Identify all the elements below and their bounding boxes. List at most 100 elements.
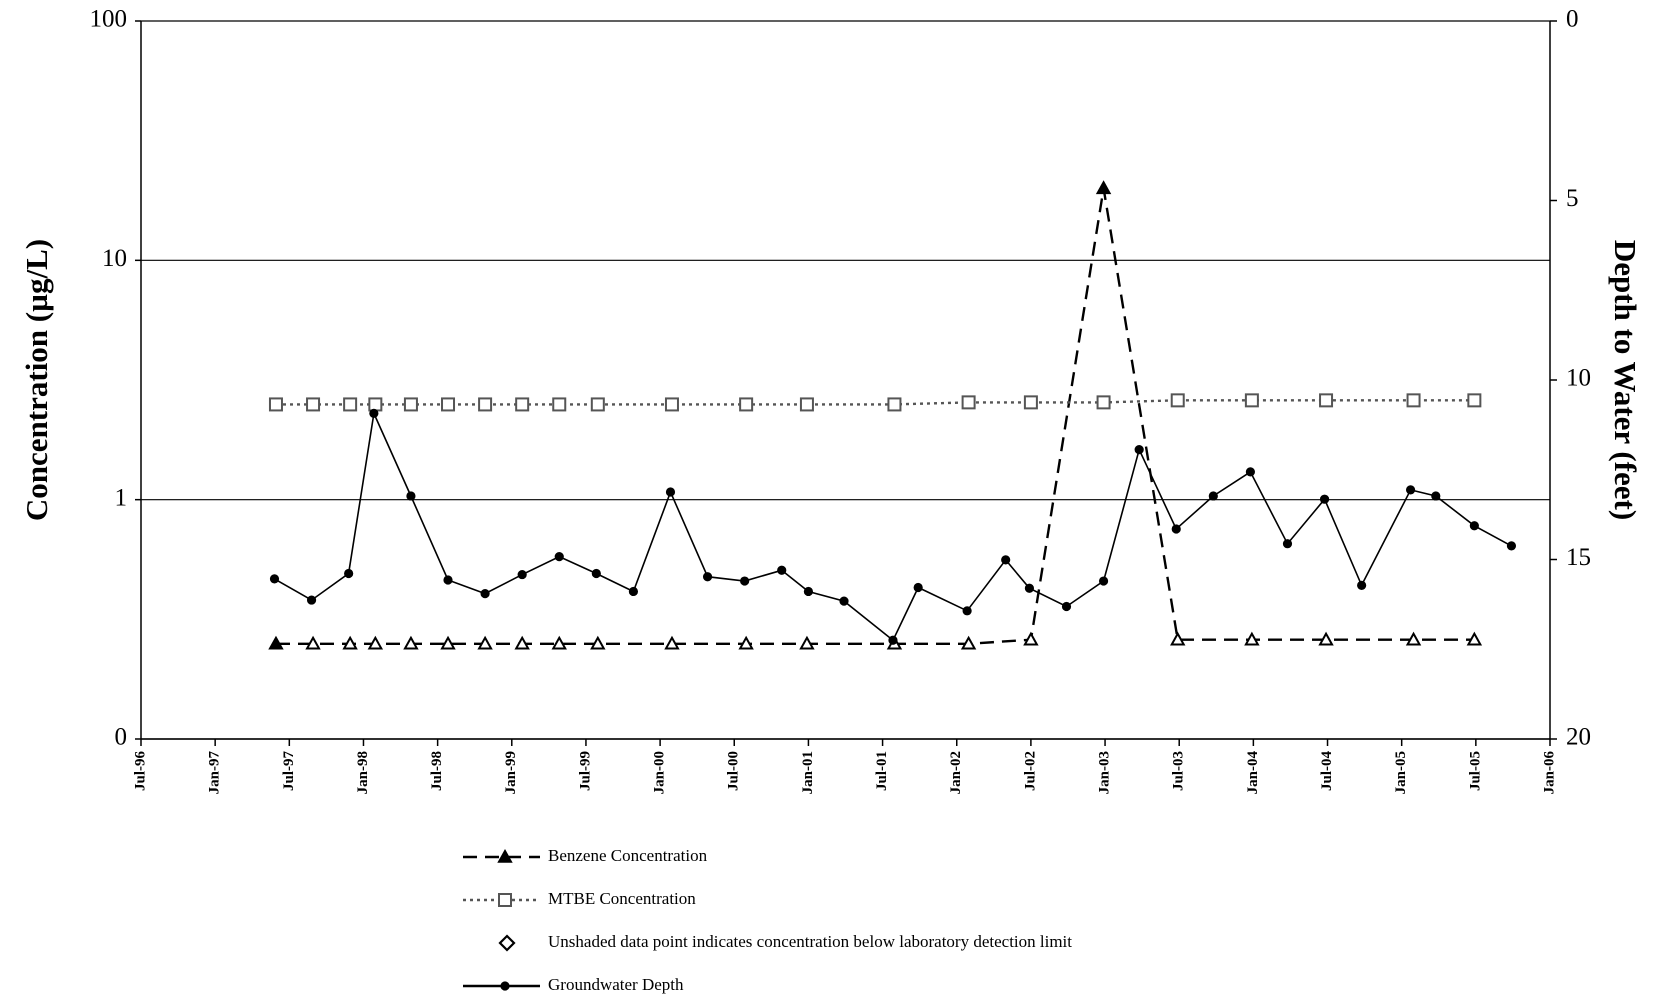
data-point [441, 397, 456, 412]
data-point [1406, 393, 1421, 408]
x-tick-label: Jul-02 [1022, 751, 1038, 791]
data-point [403, 397, 418, 412]
y2-tick-label: 10 [1566, 365, 1591, 392]
y-tick-label: 100 [90, 6, 128, 33]
data-point [551, 635, 567, 650]
y2-tick-label: 5 [1566, 185, 1579, 212]
data-point [478, 397, 493, 412]
x-tick-label: Jan-00 [652, 751, 668, 794]
y2-tick-label: 15 [1566, 544, 1591, 571]
data-point [913, 582, 923, 593]
x-tick-label: Jan-04 [1245, 751, 1261, 795]
data-point [517, 569, 527, 580]
data-point [1095, 180, 1112, 195]
legend-label: MTBE Concentration [548, 889, 696, 908]
data-point [1244, 393, 1259, 408]
data-point [1431, 491, 1441, 501]
data-point [702, 572, 713, 582]
data-point [665, 487, 676, 497]
series-line [276, 188, 1475, 645]
data-point [514, 635, 530, 650]
data-point [343, 397, 358, 412]
data-point [888, 635, 898, 645]
x-tick-label: Jan-06 [1541, 751, 1557, 795]
x-tick-label: Jul-00 [726, 751, 742, 791]
x-tick-label: Jul-99 [577, 751, 593, 791]
data-point [1357, 580, 1367, 590]
x-tick-label: Jan-03 [1096, 751, 1112, 794]
legend-label: Groundwater Depth [548, 975, 684, 994]
x-tick-label: Jan-98 [355, 751, 371, 794]
data-point [268, 635, 284, 650]
data-point [961, 395, 976, 410]
y2-tick-label: 20 [1566, 724, 1591, 751]
data-point [440, 635, 456, 650]
data-point [1001, 555, 1011, 565]
data-point [1171, 524, 1181, 534]
y-tick-label: 10 [102, 245, 127, 272]
data-point [738, 635, 754, 650]
x-tick-label: Jan-05 [1393, 751, 1409, 794]
y2-axis-title: Depth to Water (feet) [1608, 240, 1643, 520]
legend-marker [497, 848, 513, 863]
data-point [305, 635, 321, 650]
data-point [369, 408, 379, 418]
data-point [269, 574, 280, 584]
data-point [887, 397, 902, 412]
data-point [403, 635, 419, 650]
data-point [1282, 539, 1293, 549]
data-point [1467, 393, 1482, 408]
x-tick-label: Jul-97 [281, 751, 297, 792]
data-point [477, 635, 493, 650]
legend-marker [500, 981, 510, 991]
data-point [1208, 491, 1218, 501]
x-tick-label: Jul-05 [1467, 751, 1483, 791]
data-point [664, 397, 679, 412]
data-point [1134, 445, 1144, 455]
x-tick-label: Jan-99 [503, 751, 519, 794]
y-tick-label: 1 [115, 484, 128, 511]
data-point [367, 635, 384, 650]
data-point [1096, 395, 1111, 410]
x-tick-label: Jul-96 [132, 751, 148, 792]
legend-marker [498, 893, 512, 907]
data-point [368, 397, 383, 412]
data-point [799, 397, 814, 412]
data-point [1405, 631, 1422, 646]
data-point [443, 575, 453, 585]
data-point [1024, 583, 1035, 593]
data-point [1466, 631, 1483, 646]
data-point [740, 576, 750, 586]
data-point [1098, 576, 1109, 586]
data-point [960, 635, 977, 650]
data-point [1506, 541, 1517, 551]
series-line [276, 399, 1475, 406]
x-tick-label: Jul-01 [874, 751, 890, 791]
y2-tick-label: 0 [1566, 6, 1579, 33]
legend-note: Unshaded data point indicates concentrat… [548, 932, 1072, 951]
data-point [591, 568, 601, 579]
data-point [342, 635, 358, 650]
data-point [1405, 485, 1416, 495]
data-point [344, 568, 354, 579]
data-point [590, 397, 605, 412]
data-point [777, 565, 787, 575]
data-point [406, 491, 416, 501]
legend-label: Benzene Concentration [548, 846, 708, 865]
data-point [628, 586, 639, 597]
y-tick-label: 0 [115, 724, 128, 751]
x-tick-label: Jan-97 [207, 751, 223, 795]
legend-note-marker [498, 934, 516, 952]
data-point [1244, 631, 1260, 646]
data-point [1319, 393, 1334, 408]
data-point [1469, 521, 1479, 531]
data-point [664, 635, 680, 650]
data-point [554, 552, 564, 562]
data-point [1023, 395, 1038, 410]
data-point [515, 397, 530, 412]
data-point [1023, 631, 1039, 646]
data-point [480, 589, 490, 599]
x-tick-label: Jul-98 [429, 751, 445, 791]
data-point [1245, 467, 1256, 477]
